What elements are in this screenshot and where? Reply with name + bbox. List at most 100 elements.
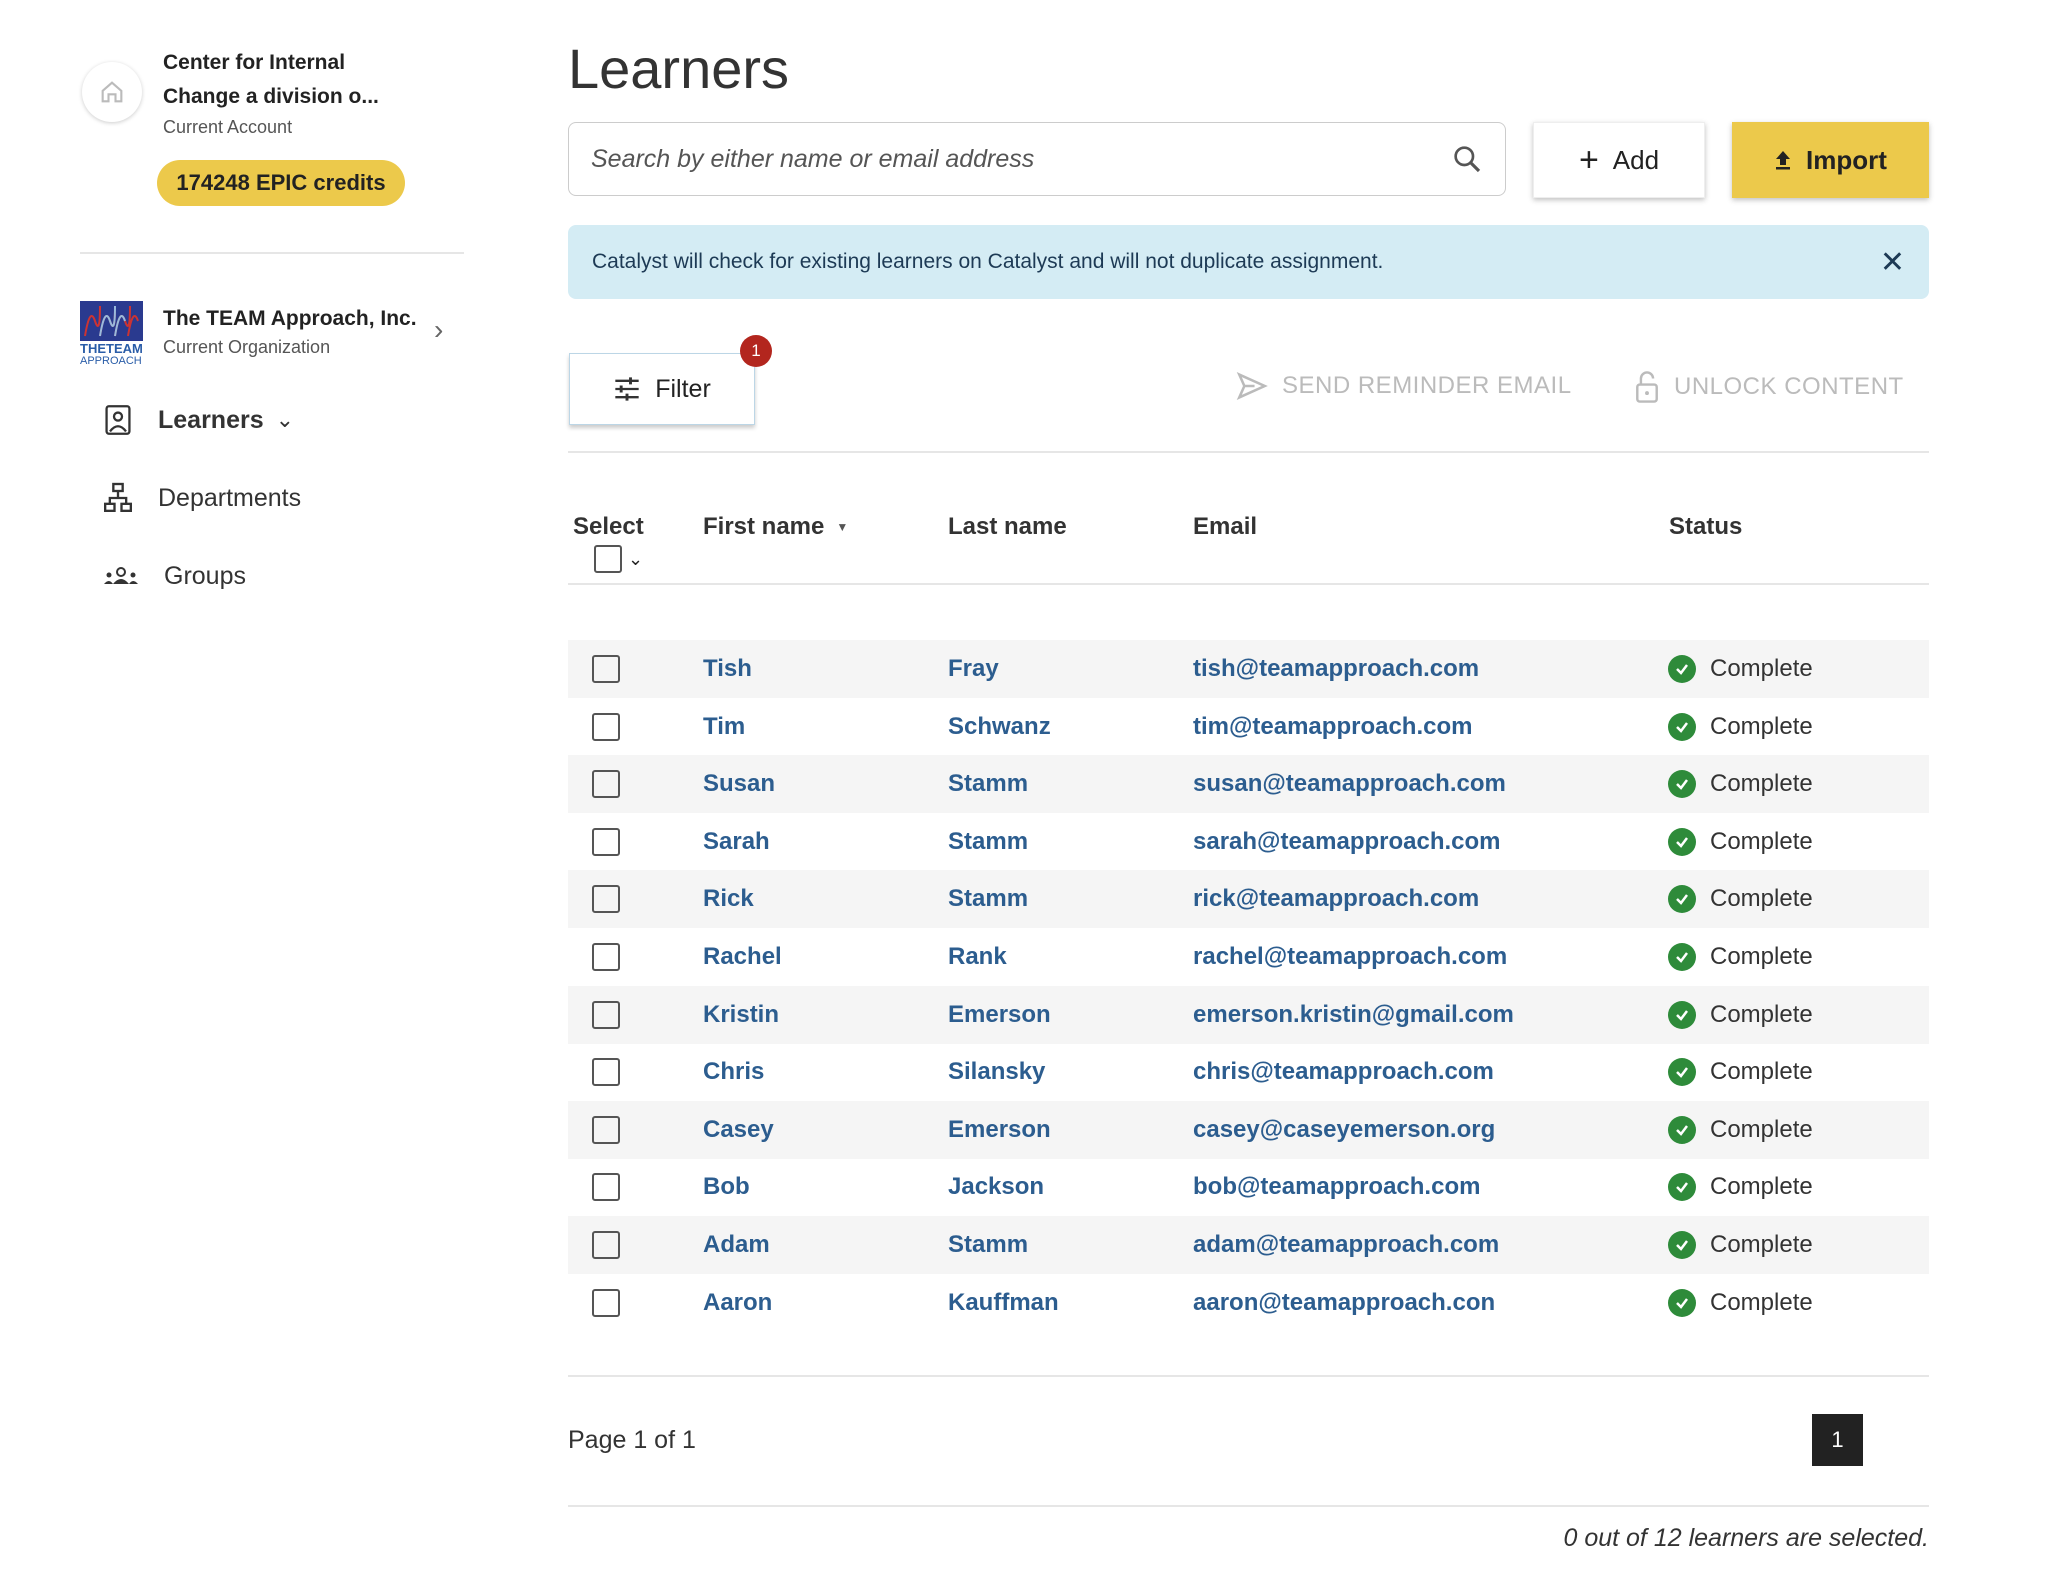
first-name-link[interactable]: Kristin: [703, 1000, 780, 1028]
org-logo: THETEAM APPROACH: [80, 301, 143, 367]
add-button[interactable]: + Add: [1533, 122, 1705, 198]
sidebar-item-departments[interactable]: Departments: [104, 482, 301, 514]
check-circle-icon: [1668, 885, 1696, 914]
email-link[interactable]: adam@teamapproach.com: [1193, 1231, 1500, 1258]
email-link[interactable]: tim@teamapproach.com: [1193, 712, 1473, 740]
close-icon[interactable]: ✕: [1879, 245, 1905, 279]
email-link[interactable]: tish@teamapproach.com: [1193, 655, 1480, 682]
first-name-link[interactable]: Bob: [703, 1173, 750, 1201]
first-name-link[interactable]: Adam: [703, 1231, 770, 1258]
first-name-link[interactable]: Casey: [703, 1115, 774, 1143]
row-checkbox[interactable]: [592, 1115, 620, 1144]
first-name-link[interactable]: Aaron: [703, 1288, 773, 1316]
sidebar-item-groups[interactable]: Groups: [104, 560, 246, 592]
send-reminder-label: SEND REMINDER EMAIL: [1282, 372, 1572, 399]
last-name-link[interactable]: Emerson: [948, 1115, 1051, 1143]
last-name-link[interactable]: Stamm: [948, 770, 1029, 798]
unlock-label: UNLOCK CONTENT: [1674, 373, 1904, 400]
first-name-link[interactable]: Tim: [703, 712, 746, 740]
row-checkbox[interactable]: [592, 1288, 620, 1317]
first-name-link[interactable]: Rachel: [703, 943, 782, 970]
unlock-content-button[interactable]: UNLOCK CONTENT: [1634, 370, 1904, 404]
account-label: Current Account: [163, 117, 293, 137]
send-reminder-email-button[interactable]: SEND REMINDER EMAIL: [1236, 372, 1572, 400]
status-cell: Complete: [1668, 770, 1813, 799]
last-name-link[interactable]: Schwanz: [948, 712, 1051, 740]
info-banner: Catalyst will check for existing learner…: [568, 225, 1929, 299]
last-name-link[interactable]: Stamm: [948, 885, 1029, 913]
first-name-link[interactable]: Susan: [703, 770, 776, 798]
row-checkbox[interactable]: [592, 1231, 620, 1259]
table-bottom-divider: [568, 1375, 1929, 1377]
row-checkbox[interactable]: [592, 885, 620, 914]
column-header-status: Status: [1669, 513, 1743, 540]
column-header-first-name[interactable]: First name ▼: [703, 513, 848, 541]
sidebar-divider: [80, 252, 464, 254]
last-name-link[interactable]: Jackson: [948, 1173, 1045, 1201]
email-link[interactable]: casey@caseyemerson.org: [1193, 1115, 1496, 1143]
row-checkbox[interactable]: [592, 1173, 620, 1202]
email-link[interactable]: rachel@teamapproach.com: [1193, 943, 1508, 970]
search-input[interactable]: [591, 144, 1391, 174]
filter-count-badge: 1: [740, 335, 772, 367]
email-link[interactable]: emerson.kristin@gmail.com: [1193, 1000, 1514, 1028]
email-link[interactable]: rick@teamapproach.com: [1193, 885, 1480, 913]
row-checkbox[interactable]: [592, 943, 620, 971]
select-all-checkbox[interactable]: [594, 545, 622, 573]
current-account[interactable]: Center for Internal Change a division o.…: [163, 46, 379, 140]
header-divider: [568, 583, 1929, 585]
current-organization[interactable]: The TEAM Approach, Inc. Current Organiza…: [163, 304, 417, 360]
sort-desc-icon: ▼: [836, 520, 849, 534]
status-cell: Complete: [1668, 1115, 1813, 1144]
status-cell: Complete: [1668, 1058, 1813, 1087]
account-name-line1: Center for Internal: [163, 51, 346, 74]
status-cell: Complete: [1668, 1000, 1813, 1029]
first-name-link[interactable]: Chris: [703, 1058, 765, 1086]
first-name-link[interactable]: Sarah: [703, 827, 770, 855]
row-checkbox[interactable]: [592, 655, 620, 683]
chevron-right-icon[interactable]: ›: [434, 314, 444, 345]
filter-button[interactable]: Filter: [569, 353, 755, 425]
row-checkbox[interactable]: [592, 1058, 620, 1087]
email-link[interactable]: chris@teamapproach.com: [1193, 1058, 1494, 1086]
import-button[interactable]: Import: [1732, 122, 1929, 198]
credits-badge: 174248 EPIC credits: [157, 160, 405, 206]
email-link[interactable]: susan@teamapproach.com: [1193, 770, 1506, 798]
sidebar-item-label: Departments: [158, 483, 302, 512]
page-info: Page 1 of 1: [568, 1426, 696, 1454]
first-name-link[interactable]: Tish: [703, 655, 752, 682]
row-checkbox[interactable]: [592, 712, 620, 741]
table-row: Bob Jackson bob@teamapproach.com Complet…: [568, 1158, 1929, 1216]
toolbar-divider: [568, 451, 1929, 453]
row-checkbox[interactable]: [592, 1000, 620, 1029]
page-button-1[interactable]: 1: [1812, 1414, 1863, 1466]
first-name-link[interactable]: Rick: [703, 885, 754, 913]
account-home-icon[interactable]: [82, 62, 142, 122]
org-name: The TEAM Approach, Inc.: [163, 307, 417, 330]
status-text: Complete: [1710, 770, 1813, 798]
email-link[interactable]: bob@teamapproach.com: [1193, 1173, 1481, 1201]
email-link[interactable]: aaron@teamapproach.con: [1193, 1288, 1496, 1316]
last-name-link[interactable]: Rank: [948, 943, 1007, 970]
svg-text:THETEAM: THETEAM: [80, 341, 143, 356]
search-icon[interactable]: [1451, 143, 1483, 175]
last-name-link[interactable]: Kauffman: [948, 1288, 1059, 1316]
check-circle-icon: [1668, 712, 1696, 741]
sidebar-item-learners[interactable]: Learners ⌄: [104, 404, 294, 436]
row-checkbox[interactable]: [592, 827, 620, 856]
last-name-link[interactable]: Fray: [948, 655, 999, 682]
last-name-link[interactable]: Stamm: [948, 827, 1029, 855]
search-box[interactable]: [568, 122, 1506, 196]
status-text: Complete: [1710, 655, 1813, 682]
last-name-link[interactable]: Silansky: [948, 1058, 1046, 1086]
last-name-link[interactable]: Emerson: [948, 1000, 1051, 1028]
status-text: Complete: [1710, 1288, 1813, 1316]
table-row: Aaron Kauffman aaron@teamapproach.con Co…: [568, 1274, 1929, 1332]
check-circle-icon: [1668, 770, 1696, 799]
select-all-control[interactable]: ⌄: [594, 545, 643, 573]
email-link[interactable]: sarah@teamapproach.com: [1193, 827, 1501, 855]
status-text: Complete: [1710, 1173, 1813, 1201]
last-name-link[interactable]: Stamm: [948, 1231, 1029, 1258]
chevron-down-icon[interactable]: ⌄: [628, 548, 644, 569]
row-checkbox[interactable]: [592, 770, 620, 799]
